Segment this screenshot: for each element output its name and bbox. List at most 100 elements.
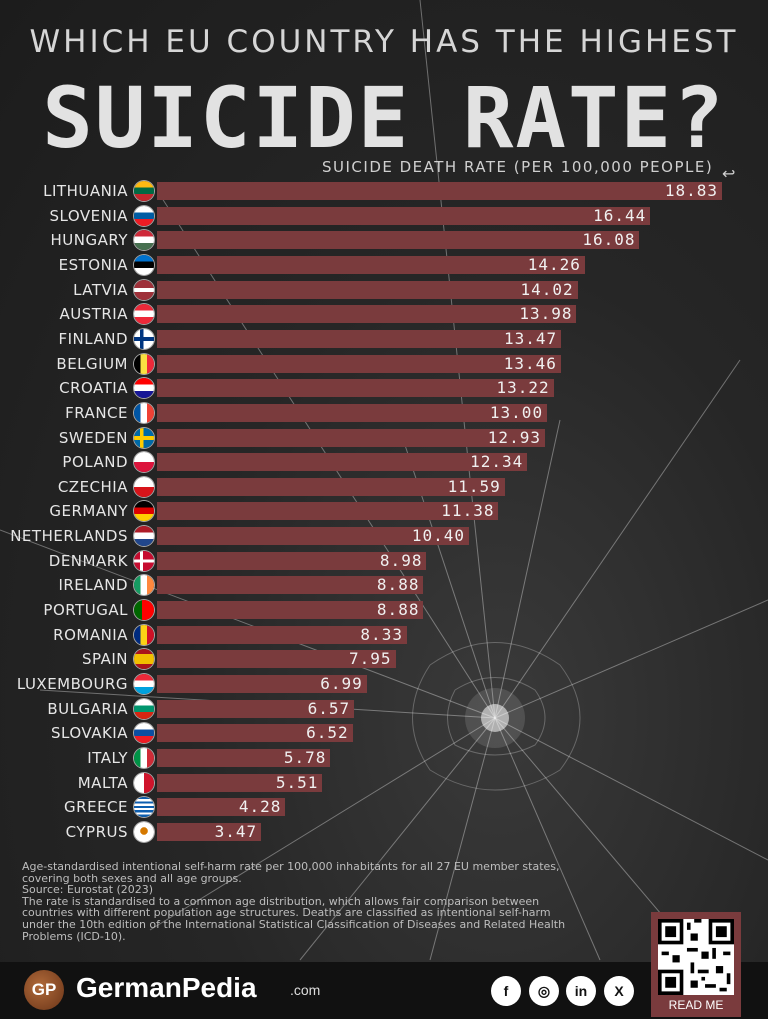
value-label: 13.00 [489,402,544,422]
bar [157,502,499,521]
note-line: covering both sexes and all age groups. [22,871,242,885]
linkedin-icon[interactable]: in [566,976,596,1006]
slovakia-flag-icon [134,723,154,744]
value-label: 12.93 [487,427,541,447]
czechia-flag-icon [134,476,154,497]
chart-row: CROATIA 13.22 [0,378,768,399]
austria-flag-icon [134,304,154,325]
read-me-label[interactable]: READ ME [668,998,724,1012]
chart-row: BELGIUM 13.46 [0,353,768,374]
country-label: ESTONIA [58,255,128,274]
value-label: 8.88 [376,600,420,620]
value-label: 14.26 [527,254,581,274]
bar [157,255,585,274]
chart-row: CZECHIA 11.59 [0,476,768,497]
value-label: 5.78 [283,747,327,767]
bar [157,675,367,693]
bar [157,329,562,348]
denmark-flag-icon [134,550,154,571]
value-label: 6.52 [306,723,349,743]
chart-row: SPAIN 7.95 [0,649,768,670]
note-line: countries with different population age … [22,906,551,920]
hungary-flag-icon [134,230,154,251]
belgium-flag-icon [134,353,154,374]
greece-flag-icon [134,797,154,818]
value-label: 13.22 [496,378,550,398]
country-label: NETHERLANDS [10,527,128,546]
value-label: 6.99 [320,674,363,693]
bulgaria-flag-icon [134,698,154,719]
value-label: 11.59 [447,476,501,496]
bar [157,798,286,817]
qr-code-panel[interactable]: READ ME [651,912,741,1017]
chart-row: SLOVENIA 16.44 [0,205,768,226]
brand-domain: .com [290,982,321,998]
value-label: 4.28 [238,797,282,817]
chart-row: GREECE 4.28 [0,797,768,818]
bar [157,724,353,743]
estonia-flag-icon [134,254,154,275]
chart-title-main: SUICIDE RATE? [42,69,726,167]
value-label: 5.51 [275,772,319,792]
country-label: CROATIA [59,379,128,398]
chart-row: LUXEMBOURG 6.99 [0,674,768,694]
value-label: 10.40 [411,526,466,546]
bar [157,551,427,570]
footer-bar: GP GermanPedia .com f ◎ in X [0,962,768,1019]
facebook-icon[interactable]: f [491,976,521,1006]
bar [157,822,262,841]
value-label: 3.47 [214,821,258,841]
qr-code-icon[interactable] [658,919,734,995]
slovenia-flag-icon [134,205,154,226]
value-label: 13.98 [519,304,573,324]
value-label: 16.08 [582,230,636,250]
bar [157,601,424,620]
curved-arrow-icon: ↩ [722,164,736,183]
country-label: GERMANY [49,502,128,521]
note-line: Problems (ICD-10). [22,929,126,943]
ireland-flag-icon [134,575,154,596]
country-label: LITHUANIA [43,182,128,200]
netherlands-flag-icon [134,526,154,547]
italy-flag-icon [134,747,154,768]
bar [157,305,577,324]
note-line: The rate is standardised to a common age… [22,894,540,908]
country-label: SLOVAKIA [51,724,128,743]
country-label: MALTA [77,773,128,792]
bar [157,354,561,373]
chart-row: PORTUGAL 8.88 [0,600,768,621]
chart-row: FRANCE 13.00 [0,402,768,423]
note-line: under the 10th edition of the Internatio… [22,917,566,931]
brand-name[interactable]: GermanPedia [76,972,257,1003]
value-label: 6.57 [307,698,351,718]
country-label: PORTUGAL [43,601,128,620]
malta-flag-icon [134,772,154,793]
chart-row: CYPRUS 3.47 [0,821,768,842]
chart-row: LATVIA 14.02 [0,279,768,300]
country-label: BULGARIA [47,699,128,718]
france-flag-icon [134,402,154,423]
country-label: CZECHIA [57,477,128,496]
x-icon[interactable]: X [604,976,634,1006]
bar [157,280,578,299]
chart-row: SWEDEN 12.93 [0,427,768,448]
germanpedia-logo-icon[interactable]: GP [24,970,64,1010]
chart-row: AUSTRIA 13.98 [0,304,768,325]
country-label: SWEDEN [58,428,128,447]
chart-row: IRELAND 8.88 [0,575,768,596]
value-label: 7.95 [349,649,392,669]
spain-flag-icon [134,649,154,670]
value-label: 13.46 [503,353,557,373]
value-label: 8.33 [360,624,403,644]
note-line: Age-standardised intentional self-harm r… [22,860,560,873]
country-label: FRANCE [65,403,128,422]
bar [157,206,651,225]
chart-row: HUNGARY 16.08 [0,230,768,251]
bar [157,379,554,398]
instagram-icon[interactable]: ◎ [529,976,559,1006]
chart-row: ITALY 5.78 [0,747,768,768]
lithuania-flag-icon [134,181,154,201]
country-label: ROMANIA [53,625,128,644]
value-label: 16.44 [593,205,647,225]
bar [157,403,548,422]
